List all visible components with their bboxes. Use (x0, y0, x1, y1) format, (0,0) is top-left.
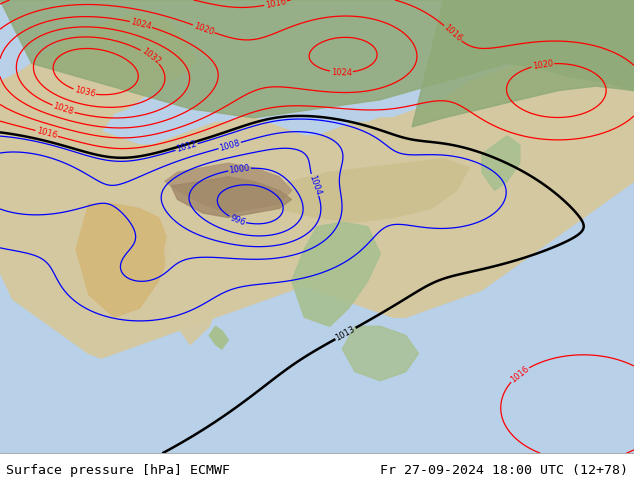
Polygon shape (0, 0, 634, 118)
Text: 1016: 1016 (442, 23, 463, 44)
Text: 1020: 1020 (192, 21, 215, 37)
Polygon shape (482, 136, 520, 191)
Text: 1024: 1024 (331, 68, 352, 77)
Text: 1013: 1013 (334, 324, 357, 343)
Polygon shape (292, 222, 380, 326)
Polygon shape (76, 204, 171, 318)
Polygon shape (254, 159, 469, 222)
Text: 1028: 1028 (52, 101, 75, 117)
Polygon shape (342, 326, 418, 381)
Text: 1032: 1032 (139, 47, 162, 66)
Text: Surface pressure [hPa] ECMWF: Surface pressure [hPa] ECMWF (6, 465, 230, 477)
Polygon shape (412, 0, 634, 127)
Text: 1008: 1008 (218, 138, 241, 153)
Text: 1024: 1024 (129, 17, 152, 31)
Text: 996: 996 (228, 213, 247, 227)
Polygon shape (171, 177, 292, 218)
Text: 1036: 1036 (73, 86, 96, 99)
Text: Fr 27-09-2024 18:00 UTC (12+78): Fr 27-09-2024 18:00 UTC (12+78) (380, 465, 628, 477)
Text: 1016: 1016 (264, 0, 287, 10)
Text: 1012: 1012 (175, 140, 198, 154)
Polygon shape (0, 14, 634, 358)
Polygon shape (165, 163, 292, 213)
Polygon shape (165, 191, 241, 344)
Text: 1020: 1020 (532, 59, 554, 71)
Text: 1016: 1016 (36, 126, 58, 141)
Text: 1004: 1004 (307, 173, 322, 196)
Text: 1016: 1016 (508, 364, 531, 384)
Polygon shape (209, 326, 228, 349)
Text: 1000: 1000 (229, 164, 250, 175)
